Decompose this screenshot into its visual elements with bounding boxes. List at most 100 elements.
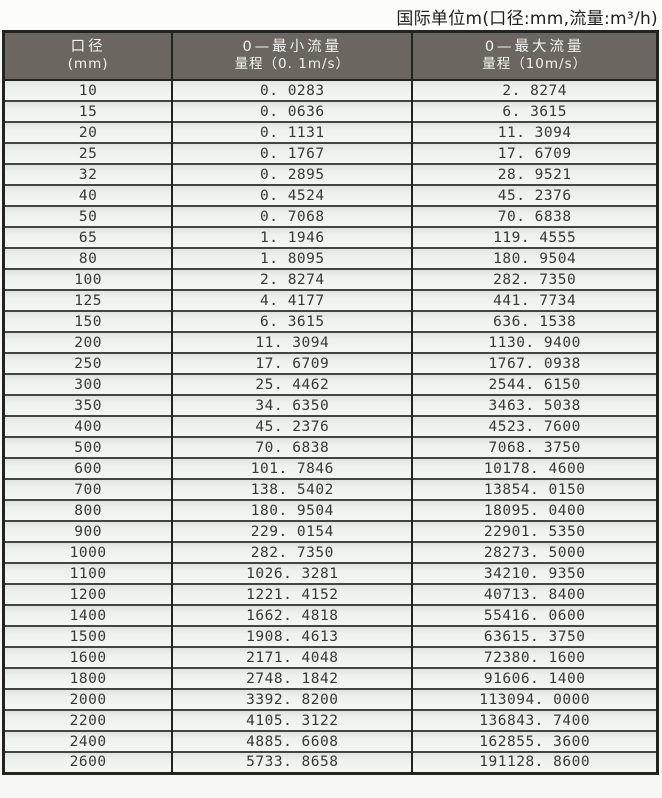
max-flow-cell: 7068. 3750 [411,436,659,459]
column-header-max-flow: 0—最大流量 量程（10m/s） [411,30,659,81]
max-flow-cell: 45. 2376 [411,184,659,207]
page-title: 国际单位m(口径:mm,流量:m³/h) [396,8,658,29]
diameter-cell: 1600 [2,646,174,669]
min-flow-cell: 138. 5402 [171,478,414,501]
table-header-row: 口径 (mm) 0—最小流量 量程（0. 1m/s） 0—最大流量 量程（10m… [2,30,659,81]
diameter-cell: 50 [2,205,174,228]
min-flow-cell: 6. 3615 [171,310,414,333]
min-flow-cell: 180. 9504 [171,499,414,522]
table-row: 2200 4105. 3122 136843. 7400 [2,709,659,732]
min-flow-cell: 1662. 4818 [171,604,414,627]
max-flow-cell: 119. 4555 [411,226,659,249]
min-flow-cell: 2748. 1842 [171,667,414,690]
max-flow-cell: 63615. 3750 [411,625,659,648]
min-flow-cell: 34. 6350 [171,394,414,417]
table-row: 1500 1908. 4613 63615. 3750 [2,625,659,648]
min-flow-cell: 5733. 8658 [171,751,414,774]
min-flow-cell: 2171. 4048 [171,646,414,669]
max-flow-cell: 55416. 0600 [411,604,659,627]
diameter-cell: 25 [2,142,174,165]
min-flow-cell: 0. 1767 [171,142,414,165]
max-flow-cell: 282. 7350 [411,268,659,291]
table-row: 125 4. 4177 441. 7734 [2,289,659,312]
diameter-cell: 125 [2,289,174,312]
column-header-min-flow: 0—最小流量 量程（0. 1m/s） [171,30,414,81]
max-flow-cell: 18095. 0400 [411,499,659,522]
column-header-diameter-unit: (mm) [67,56,109,72]
diameter-cell: 100 [2,268,174,291]
min-flow-cell: 229. 0154 [171,520,414,543]
min-flow-cell: 0. 0283 [171,79,414,102]
table-row: 1800 2748. 1842 91606. 1400 [2,667,659,690]
max-flow-cell: 441. 7734 [411,289,659,312]
diameter-cell: 1000 [2,541,174,564]
diameter-cell: 150 [2,310,174,333]
table-row: 20 0. 1131 11. 3094 [2,121,659,144]
table-row: 1000 282. 7350 28273. 5000 [2,541,659,564]
diameter-cell: 2000 [2,688,174,711]
diameter-cell: 80 [2,247,174,270]
min-flow-cell: 0. 1131 [171,121,414,144]
max-flow-cell: 162855. 3600 [411,730,659,753]
diameter-cell: 600 [2,457,174,480]
diameter-cell: 65 [2,226,174,249]
min-flow-cell: 11. 3094 [171,331,414,354]
table-row: 900 229. 0154 22901. 5350 [2,520,659,543]
title-bar: 国际单位m(口径:mm,流量:m³/h) [0,0,662,30]
table-row: 400 45. 2376 4523. 7600 [2,415,659,438]
table-row: 100 2. 8274 282. 7350 [2,268,659,291]
min-flow-cell: 0. 2895 [171,163,414,186]
min-flow-cell: 1. 1946 [171,226,414,249]
diameter-cell: 200 [2,331,174,354]
min-flow-cell: 282. 7350 [171,541,414,564]
table-row: 15 0. 0636 6. 3615 [2,100,659,123]
max-flow-cell: 6. 3615 [411,100,659,123]
min-flow-cell: 17. 6709 [171,352,414,375]
column-header-max-flow-range: 量程（10m/s） [482,56,588,72]
diameter-cell: 1200 [2,583,174,606]
max-flow-cell: 191128. 8600 [411,751,659,774]
max-flow-cell: 28. 9521 [411,163,659,186]
flow-range-table: 口径 (mm) 0—最小流量 量程（0. 1m/s） 0—最大流量 量程（10m… [2,30,659,775]
diameter-cell: 1800 [2,667,174,690]
max-flow-cell: 1130. 9400 [411,331,659,354]
max-flow-cell: 17. 6709 [411,142,659,165]
table-row: 2000 3392. 8200 113094. 0000 [2,688,659,711]
diameter-cell: 1400 [2,604,174,627]
column-header-diameter: 口径 (mm) [2,30,174,81]
table-row: 500 70. 6838 7068. 3750 [2,436,659,459]
table-row: 800 180. 9504 18095. 0400 [2,499,659,522]
column-header-min-flow-range: 量程（0. 1m/s） [234,56,351,72]
table-row: 1100 1026. 3281 34210. 9350 [2,562,659,585]
max-flow-cell: 636. 1538 [411,310,659,333]
max-flow-cell: 2544. 6150 [411,373,659,396]
diameter-cell: 2400 [2,730,174,753]
table-row: 2600 5733. 8658 191128. 8600 [2,751,659,774]
table-row: 40 0. 4524 45. 2376 [2,184,659,207]
max-flow-cell: 28273. 5000 [411,541,659,564]
table-row: 350 34. 6350 3463. 5038 [2,394,659,417]
table-row: 32 0. 2895 28. 9521 [2,163,659,186]
diameter-cell: 1500 [2,625,174,648]
max-flow-cell: 40713. 8400 [411,583,659,606]
table-row: 200 11. 3094 1130. 9400 [2,331,659,354]
table-row: 10 0. 0283 2. 8274 [2,79,659,102]
diameter-cell: 900 [2,520,174,543]
column-header-min-flow-label: 0—最小流量 [242,39,343,55]
min-flow-cell: 25. 4462 [171,373,414,396]
table-row: 65 1. 1946 119. 4555 [2,226,659,249]
table-body: 10 0. 0283 2. 8274 15 0. 0636 6. 3615 20… [2,79,659,774]
min-flow-cell: 1908. 4613 [171,625,414,648]
max-flow-cell: 22901. 5350 [411,520,659,543]
min-flow-cell: 1221. 4152 [171,583,414,606]
max-flow-cell: 3463. 5038 [411,394,659,417]
max-flow-cell: 113094. 0000 [411,688,659,711]
max-flow-cell: 72380. 1600 [411,646,659,669]
column-header-diameter-label: 口径 [70,39,106,55]
max-flow-cell: 13854. 0150 [411,478,659,501]
max-flow-cell: 11. 3094 [411,121,659,144]
table-row: 1200 1221. 4152 40713. 8400 [2,583,659,606]
table-row: 250 17. 6709 1767. 0938 [2,352,659,375]
diameter-cell: 400 [2,415,174,438]
diameter-cell: 32 [2,163,174,186]
